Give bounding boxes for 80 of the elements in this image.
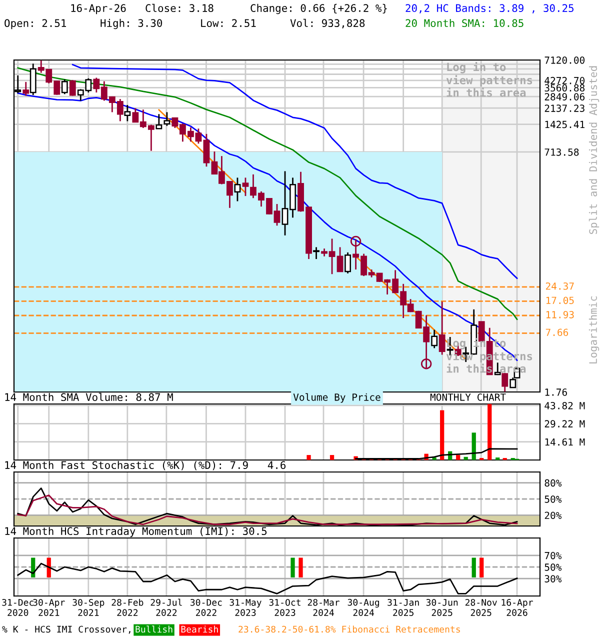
bar [456, 455, 460, 460]
legend-title: % K - HCS IMI Crossover, [2, 626, 130, 634]
x-tick-label: 28-Feb 2022 [112, 598, 144, 616]
text: MONTHLY CHART [430, 393, 506, 401]
candlestick [61, 78, 68, 95]
candlestick [431, 329, 438, 349]
candlestick [164, 111, 170, 127]
text: Change: 0.66 {+26.2 %} [250, 4, 387, 14]
candlestick [336, 246, 344, 272]
text: Open: 2.51 [4, 19, 66, 30]
bar [472, 432, 476, 460]
chart-title: 14 Month Fast Stochastic (%K) (%D): 7.9 4.6 [5, 460, 286, 470]
x-tick-label: 30-Jun 2025 [426, 598, 458, 616]
text: Split and Dividend Adjusted [588, 66, 600, 234]
text: High: 3.30 [100, 18, 162, 30]
text: Logarithmic [588, 296, 600, 364]
chart-title: 14 Month HCS Intraday Momentum (IMI): 30.5 [5, 526, 267, 538]
text: Low: 2.51 [201, 19, 256, 28]
x-tick-label: 30-Apr 2021 [33, 598, 65, 616]
candlestick [344, 252, 351, 274]
text: 16-Apr-26 [71, 4, 126, 14]
x-tick-label: 28-Nov 2025 [465, 598, 497, 616]
x-tick-label: 16-Apr 2026 [502, 598, 533, 616]
x-tick-label: 31-May 2023 [230, 598, 262, 616]
x-tick-label: 31-Jan 2025 [388, 598, 419, 616]
chart-title: 14 Month SMA Volume: 8.87 M [5, 392, 173, 402]
annotation: Log in to view patterns in this area [446, 62, 532, 97]
x-tick-label: 30-Aug 2024 [348, 598, 380, 616]
y-tick-label: 3560.88 [544, 84, 585, 92]
bar [330, 455, 334, 460]
y-tick-label: 2137.23 [544, 104, 584, 112]
x-tick-label: 31-Dec 2020 [2, 598, 34, 616]
candlestick [203, 133, 210, 168]
text: Close: 3.18 [146, 4, 214, 12]
y-tick-label: 7120.00 [544, 56, 585, 64]
candlestick [242, 176, 249, 197]
y-tick-label: 50% [544, 496, 562, 503]
y-tick-label: 30% [544, 575, 562, 582]
bar [306, 455, 311, 460]
ref-line-label: 17.05 [546, 296, 574, 304]
y-tick-label: 50% [544, 564, 562, 571]
x-tick-label: 28-Mar 2024 [308, 598, 340, 616]
candlestick [30, 62, 36, 96]
y-tick-label: 1.76 [545, 388, 567, 396]
candlestick [156, 113, 162, 130]
candlestick [69, 79, 76, 96]
text: 20 Month SMA: 10.85 [406, 18, 524, 28]
text: 23.6-38.2-50-61.8% Fibonacci Retracements [238, 626, 460, 633]
ref-line-label: 7.66 [546, 328, 568, 336]
text: Vol: 933,828 [290, 18, 365, 28]
bar [440, 410, 444, 460]
x-tick-label: 30-Sep 2021 [72, 598, 104, 616]
candlestick [313, 246, 320, 260]
y-tick-label: 14.61 M [545, 438, 585, 446]
ref-line-label: 11.93 [546, 310, 574, 318]
candlestick [124, 104, 131, 122]
y-tick-label: 713.58 [544, 148, 579, 156]
ref-line-label: 24.37 [546, 282, 574, 290]
bar [464, 456, 468, 460]
text: 20,2 HC Bands: 3.89 , 30.25 [406, 4, 574, 14]
x-tick-label: 31-Oct 2023 [269, 598, 300, 616]
y-tick-label: 20% [544, 512, 562, 520]
x-tick-label: 30-Dec 2022 [190, 598, 222, 616]
y-tick-label: 1425.41 [545, 120, 584, 128]
candlestick [502, 372, 508, 392]
text: Bullish [136, 626, 172, 633]
y-tick-label: 80% [544, 479, 562, 487]
bar [488, 404, 492, 460]
y-tick-label: 29.22 M [544, 420, 585, 428]
candlestick [22, 81, 30, 96]
candlestick [438, 300, 446, 356]
y-tick-label: 2849.06 [544, 93, 585, 100]
text: Bearish [181, 626, 218, 633]
y-tick-label: 70% [544, 552, 562, 560]
candlestick [234, 176, 241, 202]
y-tick-label: 4272.70 [544, 76, 585, 84]
line-series [17, 494, 518, 526]
x-tick-label: 29-Jul 2022 [150, 598, 182, 616]
y-tick-label: 43.82 M [544, 402, 585, 410]
text: Volume By Price [293, 393, 380, 403]
